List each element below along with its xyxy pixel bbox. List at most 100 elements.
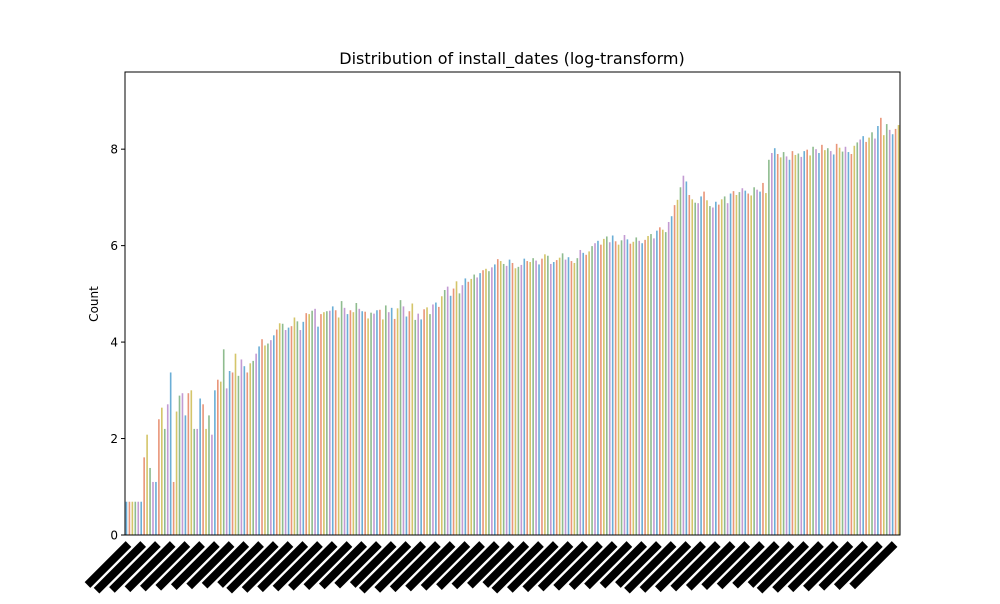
bar <box>440 296 443 535</box>
x-tick-label <box>170 541 220 590</box>
bar <box>143 457 145 535</box>
bar <box>511 262 514 535</box>
bar <box>700 196 702 535</box>
bar <box>803 151 806 535</box>
bar <box>729 193 732 536</box>
bar <box>494 264 496 535</box>
x-tick-label <box>467 541 515 589</box>
bar <box>323 312 325 535</box>
bar <box>502 263 505 535</box>
bar <box>871 132 873 536</box>
bar <box>815 149 817 536</box>
bar <box>514 268 517 535</box>
x-tick-label <box>818 541 869 591</box>
bar <box>776 153 779 536</box>
bar <box>496 259 499 535</box>
x-tick-label <box>272 541 323 592</box>
x-tick-label <box>599 541 648 589</box>
x-tick-label <box>303 541 353 590</box>
bar <box>759 191 761 536</box>
bar <box>856 142 859 535</box>
x-tick-label <box>288 541 338 591</box>
bar <box>464 278 467 535</box>
x-tick-label <box>747 541 795 588</box>
bars-layer <box>125 117 900 536</box>
bar <box>219 381 222 535</box>
bar <box>358 308 361 535</box>
bar <box>505 265 508 535</box>
bar <box>399 300 402 535</box>
bar <box>346 314 349 535</box>
bar <box>467 281 470 535</box>
bar <box>809 155 811 535</box>
bar <box>573 262 576 535</box>
x-tick-label <box>84 541 132 588</box>
bar <box>485 268 487 535</box>
y-tick-label: 6 <box>110 239 118 253</box>
bar <box>435 302 437 535</box>
x-tick-label <box>318 541 368 590</box>
bar <box>152 481 154 535</box>
x-tick-label <box>217 541 264 588</box>
y-tick-label: 8 <box>110 143 118 157</box>
bar <box>741 188 744 536</box>
bar <box>491 267 493 535</box>
bar <box>405 316 408 535</box>
bar <box>169 372 172 535</box>
bar <box>458 293 461 535</box>
bar <box>862 136 864 535</box>
bar <box>688 194 691 536</box>
bar <box>390 307 393 535</box>
bar <box>205 428 207 535</box>
bar <box>788 159 791 535</box>
bar <box>735 194 738 536</box>
x-tick-label <box>701 541 751 590</box>
bar <box>326 311 328 535</box>
bar <box>417 313 420 535</box>
bar <box>382 319 384 535</box>
bar <box>832 154 835 535</box>
bar <box>379 309 381 535</box>
bar <box>214 390 216 535</box>
bar <box>712 207 714 535</box>
bar <box>261 339 263 535</box>
x-tick-label <box>405 541 456 592</box>
x-tick-label <box>833 541 883 590</box>
x-tick-label <box>507 541 559 593</box>
bar <box>561 253 564 535</box>
bar <box>888 129 891 535</box>
bar <box>588 251 590 535</box>
y-axis-label: Count <box>87 286 101 322</box>
bar <box>529 262 531 535</box>
y-tick-label: 4 <box>110 336 118 350</box>
bar <box>499 261 502 535</box>
bar <box>653 238 655 535</box>
bar <box>355 303 358 535</box>
bar <box>576 258 579 535</box>
x-tick-label <box>334 541 382 589</box>
x-tick-label <box>553 541 603 591</box>
x-tick-label <box>124 541 176 593</box>
bar <box>732 191 735 535</box>
bar <box>753 187 755 535</box>
bar <box>791 151 794 535</box>
bar <box>408 311 411 535</box>
bar <box>623 235 626 535</box>
bar <box>508 259 511 535</box>
bar <box>161 407 163 535</box>
x-tick-label <box>655 541 706 593</box>
bar <box>555 260 558 535</box>
bar <box>376 310 378 535</box>
bar <box>202 404 204 535</box>
bar <box>605 236 608 535</box>
bar <box>284 330 287 535</box>
bar <box>317 326 319 535</box>
bar <box>299 330 302 535</box>
bar <box>585 254 587 536</box>
bar <box>650 234 652 536</box>
x-tick-label <box>803 541 854 592</box>
bar <box>868 137 870 535</box>
bar <box>222 349 225 535</box>
bar <box>670 216 673 535</box>
